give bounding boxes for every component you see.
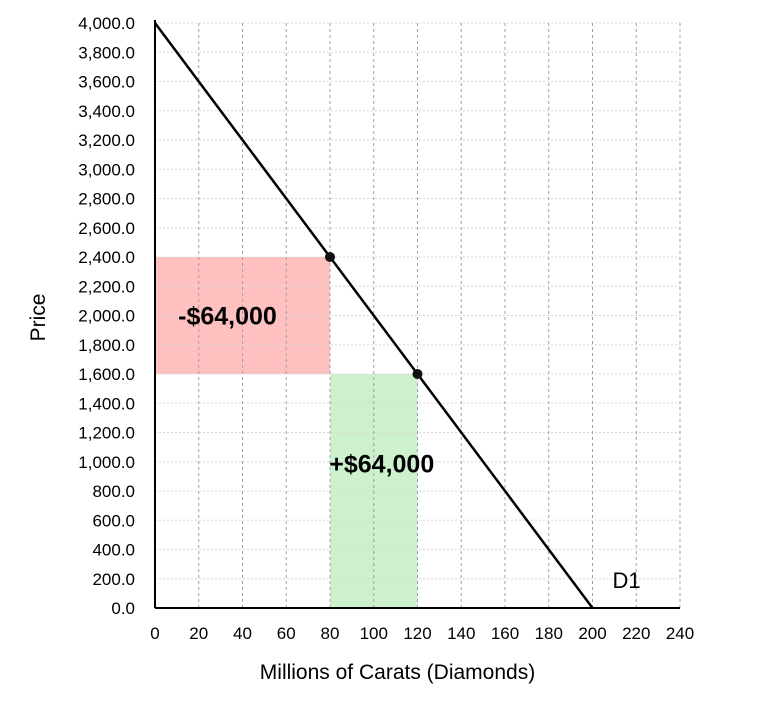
series-label-d1: D1 [613, 568, 641, 593]
y-tick-label: 0.0 [111, 599, 135, 618]
x-tick-label: 40 [233, 624, 252, 643]
area-label-2: +$64,000 [329, 450, 434, 478]
x-tick-label: 20 [189, 624, 208, 643]
y-tick-label: 800.0 [92, 482, 135, 501]
y-tick-label: 400.0 [92, 541, 135, 560]
x-tick-label: 200 [578, 624, 606, 643]
series-lines [153, 22, 594, 609]
data-point [412, 369, 423, 379]
y-tick-label: 1,600.0 [78, 365, 135, 384]
data-point [325, 252, 335, 262]
y-tick-label: 2,200.0 [78, 277, 135, 296]
y-tick-label: 1,800.0 [78, 336, 135, 355]
x-tick-label: 160 [491, 624, 519, 643]
x-tick-label: 100 [360, 624, 388, 643]
y-tick-label: 600.0 [92, 511, 135, 530]
x-tick-label: 220 [622, 624, 650, 643]
data-points [325, 252, 423, 379]
annotations: D1 -$64,000 +$64,000 [178, 303, 640, 594]
x-axis-title: Millions of Carats (Diamonds) [260, 661, 535, 684]
demand-curve-line [153, 22, 594, 609]
y-tick-label: 3,000.0 [78, 160, 135, 179]
y-tick-label: 3,400.0 [78, 102, 135, 121]
x-tick-label: 240 [666, 624, 694, 643]
y-tick-label: 3,600.0 [78, 73, 135, 92]
y-tick-label: 4,000.0 [78, 14, 135, 33]
x-tick-label: 80 [321, 624, 340, 643]
y-axis-title: Price [27, 294, 50, 342]
x-tick-label: 0 [150, 624, 159, 643]
x-tick-label: 60 [277, 624, 296, 643]
gridlines [155, 22, 681, 608]
y-tick-label: 2,800.0 [78, 190, 135, 209]
y-tick-label: 1,000.0 [78, 453, 135, 472]
y-tick-label: 2,600.0 [78, 219, 135, 238]
x-tick-label: 180 [535, 624, 563, 643]
area-label-1: -$64,000 [178, 303, 277, 331]
tick-labels: 0.0 200.0 400.0 600.0 800.0 1,000.0 1,200.0 1,4… [78, 14, 694, 643]
y-tick-label: 1,200.0 [78, 424, 135, 443]
y-tick-label: 3,800.0 [78, 43, 135, 62]
y-tick-label: 2,000.0 [78, 307, 135, 326]
y-tick-label: 1,400.0 [78, 394, 135, 413]
x-tick-label: 140 [447, 624, 475, 643]
y-tick-label: 3,200.0 [78, 131, 135, 150]
x-tick-label: 120 [403, 624, 431, 643]
y-tick-label: 200.0 [92, 570, 135, 589]
y-tick-label: 2,400.0 [78, 248, 135, 267]
